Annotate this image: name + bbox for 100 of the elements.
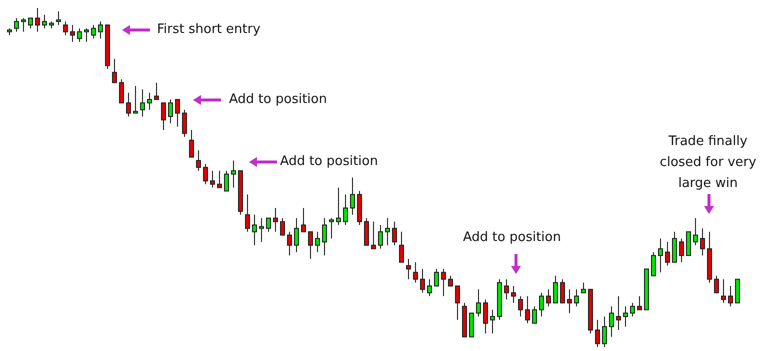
candlestick — [266, 218, 271, 232]
annotation: Add to position — [280, 154, 378, 169]
candlestick — [567, 288, 572, 314]
candlestick — [504, 278, 509, 300]
candlestick — [49, 21, 54, 29]
candlestick — [469, 312, 474, 338]
candlestick — [651, 252, 656, 276]
candlestick — [70, 24, 75, 42]
candlestick — [413, 262, 418, 284]
candlestick — [119, 78, 124, 104]
candlestick — [105, 24, 110, 70]
candlestick — [672, 231, 677, 263]
candlestick — [287, 231, 292, 256]
candlestick — [371, 221, 376, 250]
candlestick — [392, 221, 397, 246]
candlestick — [700, 228, 705, 256]
candlestick — [623, 306, 628, 328]
candlestick — [602, 316, 607, 348]
candlestick — [364, 218, 369, 246]
candlestick — [294, 218, 299, 253]
candlestick — [721, 278, 726, 304]
candlestick — [427, 278, 432, 297]
candlestick — [532, 306, 537, 324]
candlestick — [665, 241, 670, 266]
candlestick — [595, 319, 600, 348]
annotation: Add to position — [229, 92, 327, 107]
candlestick — [728, 285, 733, 307]
candlestick — [637, 296, 642, 310]
candlestick — [511, 285, 516, 304]
candlestick — [91, 24, 96, 40]
candlestick — [259, 218, 264, 242]
candlestick — [350, 177, 355, 216]
candlestick — [357, 190, 362, 226]
candlestick — [707, 231, 712, 284]
candlestick — [301, 208, 306, 232]
candlestick — [455, 285, 460, 320]
candlestick — [448, 275, 453, 286]
candlestick — [406, 258, 411, 280]
candlestick — [735, 278, 740, 304]
candlestick — [476, 288, 481, 317]
candlestick — [273, 208, 278, 232]
candlestick — [378, 224, 383, 250]
candlestick — [133, 85, 138, 114]
candlestick — [609, 306, 614, 338]
candlestick — [497, 278, 502, 320]
candlestick — [161, 102, 166, 131]
candlestick — [252, 214, 257, 246]
candlestick — [714, 275, 719, 294]
candlestick — [539, 292, 544, 317]
candlestick — [322, 218, 327, 256]
candlestick — [329, 218, 334, 240]
candlestick — [560, 278, 565, 304]
candlestick — [14, 18, 19, 32]
candlestick — [112, 58, 117, 84]
candlestick — [56, 10, 61, 26]
candlestick — [245, 194, 250, 232]
candlestick — [315, 231, 320, 253]
candlestick — [658, 238, 663, 273]
candlestick — [679, 238, 684, 263]
candlestick — [238, 170, 243, 216]
candlestick — [518, 296, 523, 317]
candlestick — [686, 231, 691, 256]
candlestick — [434, 268, 439, 286]
candlestick — [28, 18, 33, 29]
candlestick — [385, 218, 390, 246]
candlestick — [420, 268, 425, 294]
candlestick — [196, 150, 201, 172]
candlestick — [644, 268, 649, 310]
candlestick — [63, 21, 68, 36]
candlestick — [182, 109, 187, 138]
candlestick — [280, 218, 285, 236]
candlestick — [154, 82, 159, 100]
candlestick — [630, 302, 635, 317]
candlestick — [616, 296, 621, 331]
candlestick — [490, 309, 495, 334]
candlestick — [21, 18, 26, 32]
annotation: Add to position — [463, 230, 561, 245]
candlestick — [168, 99, 173, 124]
annotation: Trade finally closed for very large win — [658, 133, 758, 193]
annotation: First short entry — [157, 22, 260, 37]
candlestick — [343, 194, 348, 226]
candlestick — [7, 28, 12, 36]
candlestick — [77, 28, 82, 42]
candlestick — [126, 92, 131, 117]
candlestick — [224, 170, 229, 192]
candlestick — [210, 170, 215, 188]
candlestick — [84, 28, 89, 42]
candlestick — [98, 21, 103, 40]
candlestick — [399, 231, 404, 263]
candlestick — [35, 8, 40, 32]
candlestick — [441, 268, 446, 297]
candlestick — [553, 275, 558, 304]
candlestick — [175, 99, 180, 128]
candlestick — [574, 288, 579, 307]
candlestick — [203, 163, 208, 185]
candlestick — [581, 282, 586, 294]
candlestick — [483, 299, 488, 334]
candlestick — [588, 288, 593, 334]
candlestick — [189, 130, 194, 158]
candlestick — [308, 231, 313, 260]
